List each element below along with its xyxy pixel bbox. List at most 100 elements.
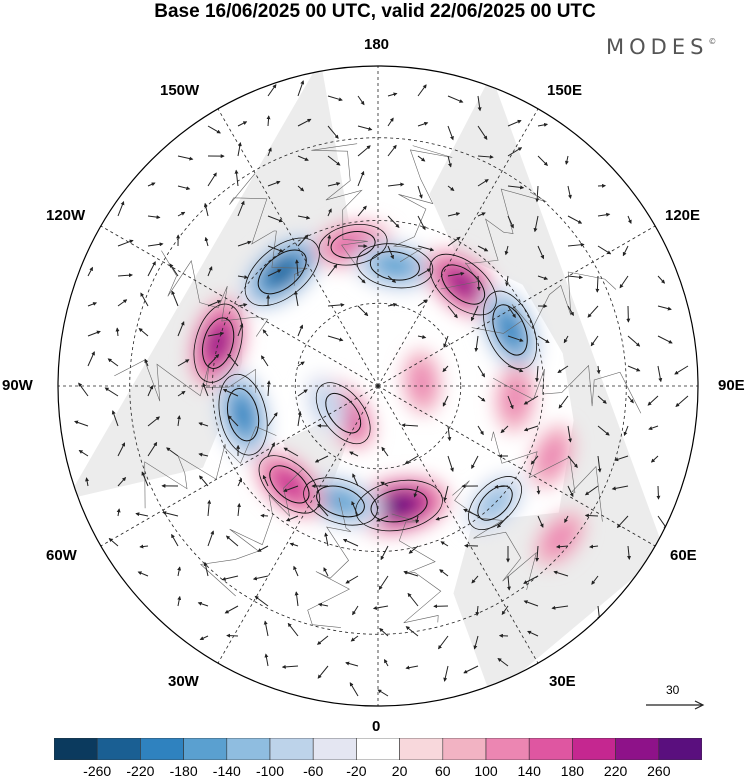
wind-vector	[350, 635, 359, 642]
vector-reference-label: 30	[666, 683, 680, 697]
wind-vector	[237, 240, 252, 247]
colorbar-tick-label: -140	[212, 763, 241, 779]
contour-line	[318, 223, 388, 266]
anomaly-blob	[538, 436, 566, 476]
wind-vector	[87, 351, 95, 367]
wind-vector	[87, 266, 93, 277]
wind-vector	[111, 410, 119, 427]
wind-vector	[557, 365, 569, 373]
wind-vector	[267, 84, 277, 97]
wind-vector	[281, 664, 299, 669]
contour-line	[483, 290, 538, 370]
wind-vector	[536, 485, 541, 495]
wind-vector	[297, 155, 309, 161]
coastline	[491, 431, 603, 522]
wind-vector	[147, 385, 154, 397]
wind-vector	[387, 302, 398, 307]
contour-line	[316, 485, 365, 518]
wind-vector	[417, 299, 428, 307]
coastline	[161, 250, 269, 337]
wind-vector	[198, 452, 209, 457]
wind-vector	[171, 290, 179, 307]
wind-vector	[237, 121, 248, 127]
wind-vector	[289, 542, 299, 547]
wind-vector	[317, 503, 329, 517]
colorbar-swatch	[399, 738, 444, 760]
wind-vector	[558, 395, 569, 409]
latitude-circle	[294, 302, 462, 470]
wind-vector	[162, 511, 179, 517]
wind-vector	[527, 630, 539, 637]
wind-vector	[447, 125, 454, 141]
wind-vector	[387, 117, 394, 127]
wind-vector	[199, 475, 209, 487]
coastline	[452, 480, 537, 590]
wind-vector	[567, 275, 584, 280]
wind-vector	[523, 575, 539, 584]
wind-vector	[234, 169, 239, 187]
contour-line	[356, 243, 434, 289]
wind-vector	[139, 544, 149, 549]
wind-vector	[507, 215, 514, 229]
wind-vector	[207, 125, 221, 134]
wind-vector	[317, 602, 329, 607]
meridian-line	[217, 108, 379, 387]
wind-vector	[177, 155, 194, 161]
coastline	[471, 271, 617, 334]
wind-vector	[207, 331, 225, 337]
wind-vector	[443, 665, 449, 682]
wind-vector	[463, 665, 479, 674]
wind-vector	[403, 570, 419, 577]
modes-logo: MODES©	[606, 35, 716, 59]
wind-vector	[237, 477, 242, 487]
meridian-line	[377, 385, 656, 547]
wind-vector	[387, 215, 400, 228]
wind-vector	[357, 125, 373, 131]
contour-line	[218, 373, 268, 456]
wind-vector	[314, 455, 329, 463]
wind-vector	[622, 245, 629, 257]
wind-vector	[177, 595, 182, 607]
wind-vector	[596, 365, 601, 375]
wind-vector	[657, 275, 666, 284]
contour-line	[325, 392, 362, 434]
contour-line	[370, 488, 428, 523]
wind-vector	[207, 172, 217, 187]
wind-vector	[267, 412, 278, 427]
wind-vector	[225, 535, 239, 547]
wind-vector	[657, 335, 673, 344]
wind-vector	[627, 215, 632, 224]
colorbar-swatch	[442, 738, 487, 760]
wind-vector	[78, 450, 89, 457]
wind-vector	[440, 541, 449, 547]
wind-vector	[477, 125, 488, 140]
wind-vector	[177, 566, 182, 577]
contour-line	[269, 465, 310, 504]
wind-vector	[237, 142, 242, 157]
wind-vector	[477, 365, 485, 378]
wind-vector	[477, 179, 489, 187]
wind-vector	[477, 425, 484, 436]
colorbar-swatch	[356, 738, 400, 760]
wind-vector	[266, 115, 271, 127]
wind-vector	[262, 329, 269, 337]
wind-vector	[537, 335, 550, 344]
wind-vector	[297, 324, 304, 337]
wind-vector	[616, 515, 629, 529]
wind-vectors	[74, 80, 689, 697]
wind-vector	[597, 395, 607, 404]
wind-vector	[264, 653, 269, 667]
wind-vector	[507, 147, 523, 157]
wind-vector	[345, 575, 359, 584]
wind-vector	[567, 305, 574, 317]
wind-vector	[383, 658, 389, 667]
wind-vector	[227, 415, 239, 427]
wind-vector	[523, 600, 539, 607]
wind-vector	[597, 455, 602, 473]
wind-vector	[357, 205, 367, 217]
wind-vector	[198, 422, 209, 427]
wind-vector	[262, 474, 269, 487]
wind-vector	[351, 500, 359, 517]
wind-vector	[294, 259, 299, 277]
